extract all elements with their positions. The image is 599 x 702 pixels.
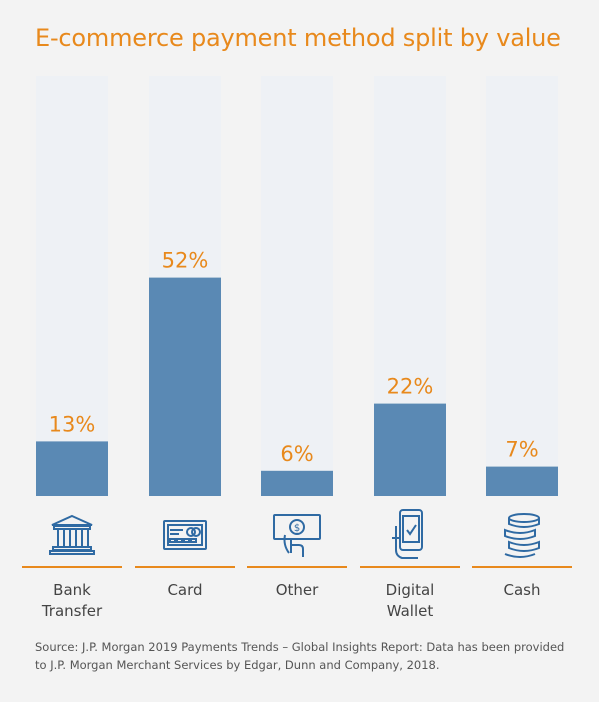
chart-title: E-commerce payment method split by value	[35, 24, 561, 52]
bar-bank-transfer	[36, 441, 108, 496]
category-label-bank-transfer: Bank Transfer	[41, 581, 103, 620]
data-label-digital-wallet: 22%	[387, 375, 434, 399]
category-underline-other	[247, 566, 347, 568]
category-label-cash: Cash	[503, 581, 541, 599]
data-label-other: 6%	[280, 442, 313, 466]
svg-text:$: $	[294, 523, 300, 534]
bar-track-other	[261, 76, 333, 496]
category-underline-digital-wallet	[360, 566, 460, 568]
data-label-bank-transfer: 13%	[49, 412, 96, 436]
bar-digital-wallet	[374, 403, 446, 496]
bar-card	[149, 277, 221, 496]
bar-chart: 13% 52% 6% 22% 7%	[22, 76, 572, 568]
category-label-other: Other	[275, 581, 319, 599]
bar-track-cash	[486, 76, 558, 496]
icon-row: $	[0, 505, 599, 565]
category-underline-cash	[472, 566, 572, 568]
source-note: Source: J.P. Morgan 2019 Payments Trends…	[35, 640, 565, 672]
category-label-digital-wallet: Digital Wallet	[385, 581, 435, 620]
bar-other	[261, 470, 333, 496]
mobile-wallet-icon	[374, 505, 446, 565]
category-label-card: Card	[167, 581, 203, 599]
data-label-card: 52%	[162, 249, 209, 273]
category-underline-card	[135, 566, 235, 568]
bank-icon	[36, 505, 108, 565]
data-label-cash: 7%	[505, 438, 538, 462]
card-icon	[149, 505, 221, 565]
bar-cash	[486, 466, 558, 496]
bar-track-bank-transfer	[36, 76, 108, 496]
category-underline-bank-transfer	[22, 566, 122, 568]
cash-in-hand-icon: $	[261, 505, 333, 565]
coin-stack-icon	[486, 505, 558, 565]
